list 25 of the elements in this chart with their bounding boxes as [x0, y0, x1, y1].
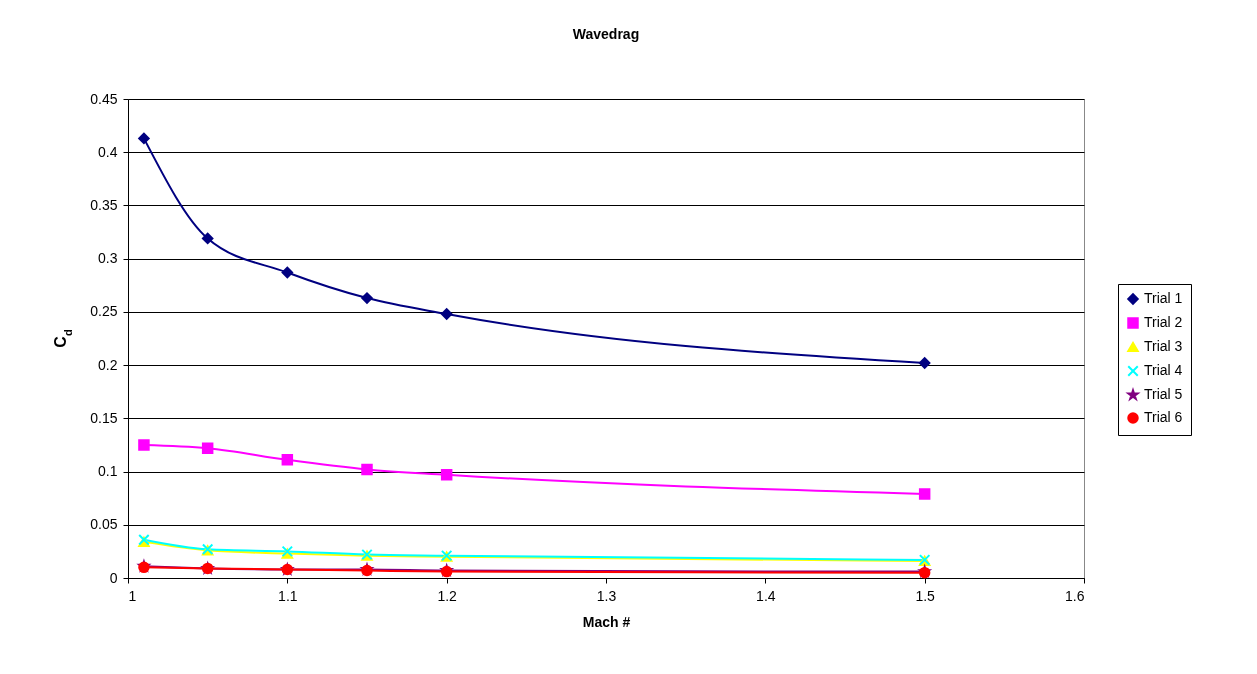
legend-label: Trial 5 [1144, 386, 1183, 402]
y-tick-label: 0.15 [90, 409, 118, 426]
x-tick-label: 1.1 [278, 587, 298, 604]
legend-label: Trial 1 [1144, 290, 1183, 306]
legend-label: Trial 2 [1144, 314, 1183, 330]
legend-label: Trial 4 [1144, 362, 1183, 378]
y-tick-label: 0.3 [98, 250, 118, 267]
y-tick-label: 0.35 [90, 196, 118, 213]
legend-label: Trial 6 [1144, 409, 1183, 425]
x-tick-label: 1 [128, 587, 137, 604]
x-tick-label: 1.4 [756, 587, 776, 604]
y-tick-label: 0.1 [98, 463, 118, 480]
y-tick-label: 0.2 [98, 356, 118, 373]
x-axis-title: Mach # [582, 613, 631, 630]
x-tick-label: 1.2 [437, 587, 458, 604]
y-tick-label: 0.25 [90, 303, 118, 320]
x-tick-label: 1.5 [915, 587, 936, 604]
y-tick-label: 0.4 [98, 143, 118, 160]
y-tick-label: 0.05 [90, 516, 118, 533]
legend-label: Trial 3 [1144, 338, 1183, 354]
chart-title: Wavedrag [572, 26, 640, 42]
x-tick-label: 1.3 [596, 587, 617, 604]
y-tick-label: 0 [109, 569, 118, 586]
x-tick-label: 1.6 [1065, 587, 1085, 604]
y-tick-label: 0.45 [90, 90, 118, 107]
